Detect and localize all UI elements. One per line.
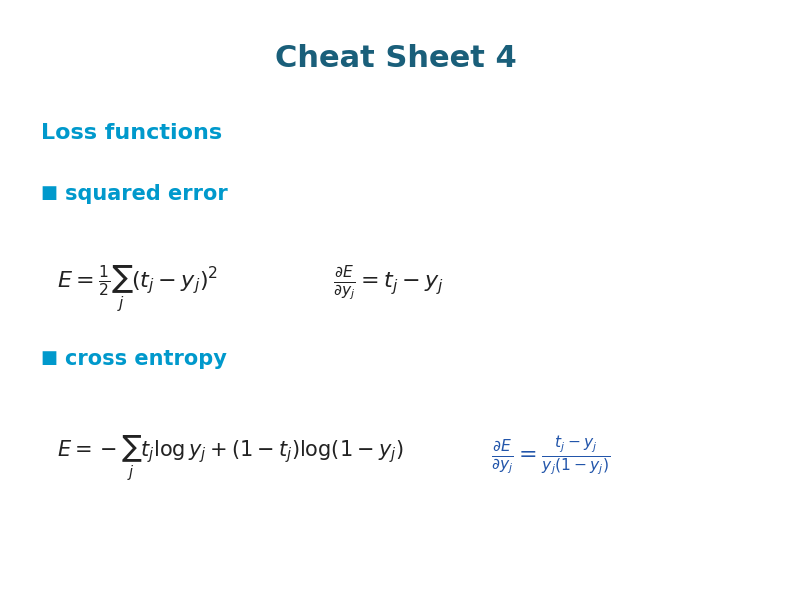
Text: cross entropy: cross entropy — [64, 349, 227, 368]
Text: $\frac{\partial E}{\partial y_j}=t_j - y_j$: $\frac{\partial E}{\partial y_j}=t_j - y… — [333, 263, 444, 303]
Text: $E=\frac{1}{2}\sum_j \left(t_j - y_j\right)^2$: $E=\frac{1}{2}\sum_j \left(t_j - y_j\rig… — [57, 263, 218, 314]
Text: squared error: squared error — [64, 184, 227, 204]
Text: ■: ■ — [41, 184, 58, 202]
Text: Cheat Sheet 4: Cheat Sheet 4 — [275, 44, 517, 73]
Text: ■: ■ — [41, 349, 58, 367]
Text: Loss functions: Loss functions — [41, 123, 222, 143]
Text: $E=-\sum_j t_j \log y_j + (1-t_j)\log(1-y_j)$: $E=-\sum_j t_j \log y_j + (1-t_j)\log(1-… — [57, 434, 403, 483]
Text: $\frac{\partial E}{\partial y_j}=\frac{t_j - y_j}{y_j(1-y_j)}$: $\frac{\partial E}{\partial y_j}=\frac{t… — [491, 434, 610, 477]
